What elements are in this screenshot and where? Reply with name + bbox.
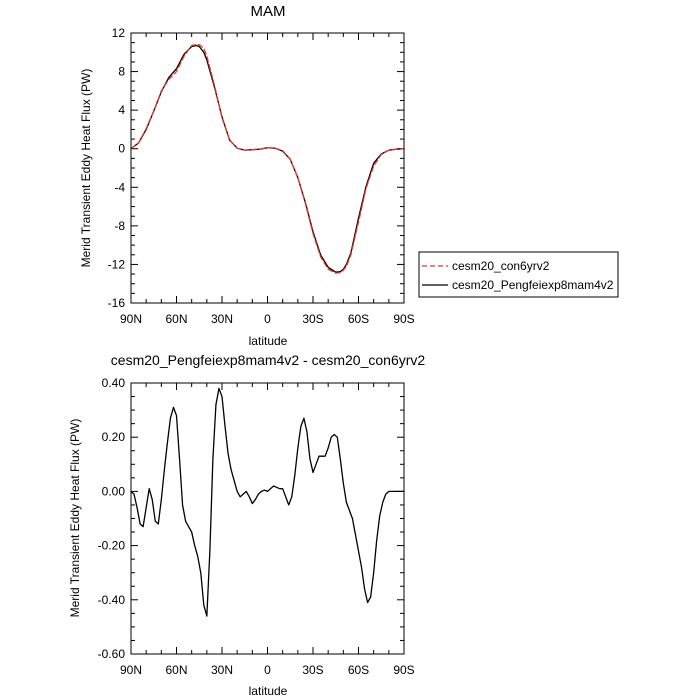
chart-title: cesm20_Pengfeiexp8mam4v2 - cesm20_con6yr… <box>111 352 426 368</box>
x-tick-label: 0 <box>264 663 271 677</box>
series-line-2 <box>130 44 405 273</box>
y-tick-label: -16 <box>108 296 126 310</box>
y-tick-label: -0.60 <box>98 647 126 661</box>
x-tick-label: 90N <box>120 663 142 677</box>
y-tick-label: 0.00 <box>102 484 126 498</box>
x-tick-label: 60N <box>165 663 187 677</box>
series-line-1 <box>130 387 405 617</box>
legend: cesm20_con6yrv2 cesm20_Pengfeiexp8mam4v2 <box>418 251 619 298</box>
x-tick-label: 90N <box>120 312 142 326</box>
y-tick-label: 0.20 <box>102 430 126 444</box>
plot-series <box>130 43 405 274</box>
y-tick-label: -4 <box>114 180 125 194</box>
x-tick-label: 60S <box>348 312 369 326</box>
plot-series <box>130 387 405 617</box>
y-tick-label: -0.20 <box>98 539 126 553</box>
y-tick-label: 8 <box>118 65 125 79</box>
y-axis-label: Merid Transient Eddy Heat Flux (PW) <box>68 419 82 618</box>
x-tick-label: 30N <box>211 312 233 326</box>
legend-label-series-1: cesm20_con6yrv2 <box>452 259 550 273</box>
x-tick-label: 90S <box>393 663 414 677</box>
plot-frame <box>130 32 405 304</box>
x-tick-label: 30S <box>302 312 323 326</box>
axis-ticks: 90N 60N 30N 0 30S 60S 90S -0.60 -0.40 -0.20 0.00 0.… <box>98 376 415 677</box>
x-tick-label: 90S <box>393 312 414 326</box>
legend-box <box>418 251 619 298</box>
chart-panel-bottom: cesm20_Pengfeiexp8mam4v2 - cesm20_con6yr… <box>68 352 425 698</box>
y-axis-label: Merid Transient Eddy Heat Flux (PW) <box>79 69 93 268</box>
series-line-1 <box>130 43 405 274</box>
x-axis-label: latitude <box>249 334 288 348</box>
y-tick-label: 0.40 <box>102 376 126 390</box>
y-tick-label: 4 <box>118 103 125 117</box>
y-tick-label: 12 <box>112 26 126 40</box>
x-axis-label: latitude <box>249 684 288 698</box>
legend-label-series-2: cesm20_Pengfeiexp8mam4v2 <box>452 278 614 292</box>
x-tick-label: 0 <box>264 312 271 326</box>
y-tick-label: -0.40 <box>98 593 126 607</box>
y-tick-label: -12 <box>108 257 126 271</box>
axis-ticks: 90N 60N 30N 0 30S 60S 90S -16 -12 -8 -4 0 4 8 12 <box>108 26 415 326</box>
x-tick-label: 30N <box>211 663 233 677</box>
x-tick-label: 60N <box>165 312 187 326</box>
x-tick-label: 30S <box>302 663 323 677</box>
y-tick-label: 0 <box>118 142 125 156</box>
plot-frame <box>130 382 405 655</box>
chart-title: MAM <box>251 3 286 20</box>
chart-panel-top: MAM Merid Transient Eddy Heat Flux (PW) … <box>79 3 619 348</box>
y-tick-label: -8 <box>114 219 125 233</box>
x-tick-label: 60S <box>348 663 369 677</box>
